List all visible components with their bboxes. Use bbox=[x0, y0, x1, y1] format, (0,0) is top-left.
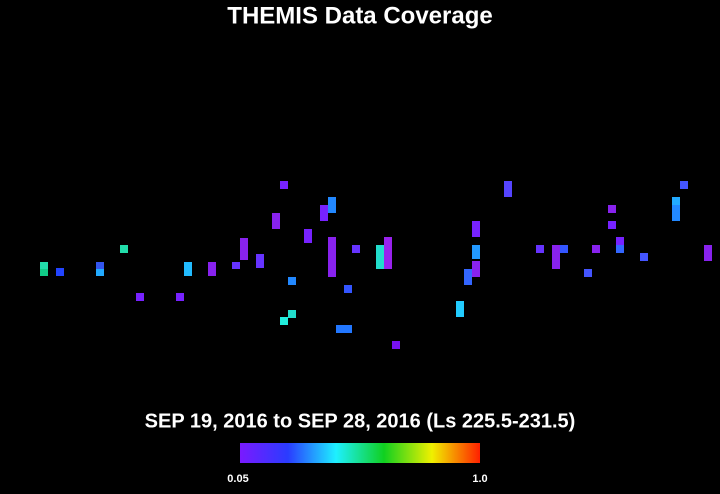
cell bbox=[608, 221, 616, 229]
title: THEMIS Data Coverage bbox=[227, 2, 492, 29]
cell bbox=[96, 269, 104, 276]
cell bbox=[96, 262, 104, 269]
colorbar-min-label: 0.05 bbox=[227, 473, 248, 485]
cell bbox=[584, 269, 592, 277]
cell bbox=[40, 262, 48, 269]
cell bbox=[280, 181, 288, 189]
cell bbox=[136, 293, 144, 301]
cell bbox=[504, 181, 512, 197]
cell bbox=[352, 245, 360, 253]
cell bbox=[240, 238, 248, 260]
cell bbox=[56, 268, 64, 276]
cell bbox=[536, 245, 544, 253]
cell bbox=[120, 245, 128, 253]
cell bbox=[304, 229, 312, 243]
cell bbox=[464, 269, 472, 285]
coverage-cells bbox=[40, 181, 712, 349]
cell bbox=[232, 262, 240, 269]
cell bbox=[184, 262, 192, 276]
cell bbox=[40, 269, 48, 276]
colorbar-max-label: 1.0 bbox=[472, 473, 487, 485]
cell bbox=[640, 253, 648, 261]
cell bbox=[392, 341, 400, 349]
cell bbox=[608, 205, 616, 213]
cell bbox=[672, 197, 680, 205]
cell bbox=[176, 293, 184, 301]
cell bbox=[288, 310, 296, 318]
cell bbox=[384, 237, 392, 269]
cell bbox=[376, 245, 384, 269]
cell bbox=[336, 325, 352, 333]
cell bbox=[328, 197, 336, 213]
cell bbox=[592, 245, 600, 253]
cell bbox=[680, 181, 688, 189]
cell bbox=[344, 285, 352, 293]
cell bbox=[472, 261, 480, 277]
cell bbox=[472, 221, 480, 237]
cell bbox=[320, 205, 328, 221]
cell bbox=[552, 245, 560, 269]
cell bbox=[456, 301, 464, 317]
cell bbox=[280, 317, 288, 325]
cell bbox=[288, 277, 296, 285]
cell bbox=[328, 237, 336, 277]
cell bbox=[472, 245, 480, 259]
cell bbox=[616, 237, 624, 245]
cell bbox=[672, 205, 680, 221]
cell bbox=[560, 245, 568, 253]
cell bbox=[616, 245, 624, 253]
subtitle: SEP 19, 2016 to SEP 28, 2016 (Ls 225.5-2… bbox=[145, 410, 576, 432]
cell bbox=[256, 254, 264, 268]
cell bbox=[272, 213, 280, 229]
cell bbox=[704, 245, 712, 261]
cell bbox=[208, 262, 216, 276]
colorbar bbox=[240, 443, 480, 463]
